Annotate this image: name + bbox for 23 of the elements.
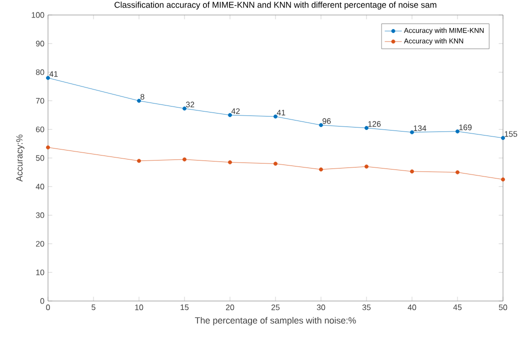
point xyxy=(228,160,232,164)
chart-title: Classification accuracy of MIME-KNN and KNN with different percentage of noise sam xyxy=(114,2,436,10)
y-axis-title: Accuracy:% xyxy=(16,134,24,182)
point xyxy=(410,130,414,134)
x-axis-title: The percentage of samples with noise:% xyxy=(194,317,356,326)
point xyxy=(274,162,278,166)
point xyxy=(274,114,278,119)
point xyxy=(501,177,505,182)
point xyxy=(182,106,186,111)
point xyxy=(364,164,368,169)
point xyxy=(456,129,460,134)
point xyxy=(46,145,50,150)
point xyxy=(46,76,50,80)
point xyxy=(319,167,323,172)
point xyxy=(456,170,460,174)
point xyxy=(364,126,368,130)
point xyxy=(228,113,232,118)
point xyxy=(137,98,141,103)
point xyxy=(410,169,414,174)
point xyxy=(501,136,505,140)
point xyxy=(137,158,141,163)
point xyxy=(182,157,186,162)
point xyxy=(319,123,323,128)
